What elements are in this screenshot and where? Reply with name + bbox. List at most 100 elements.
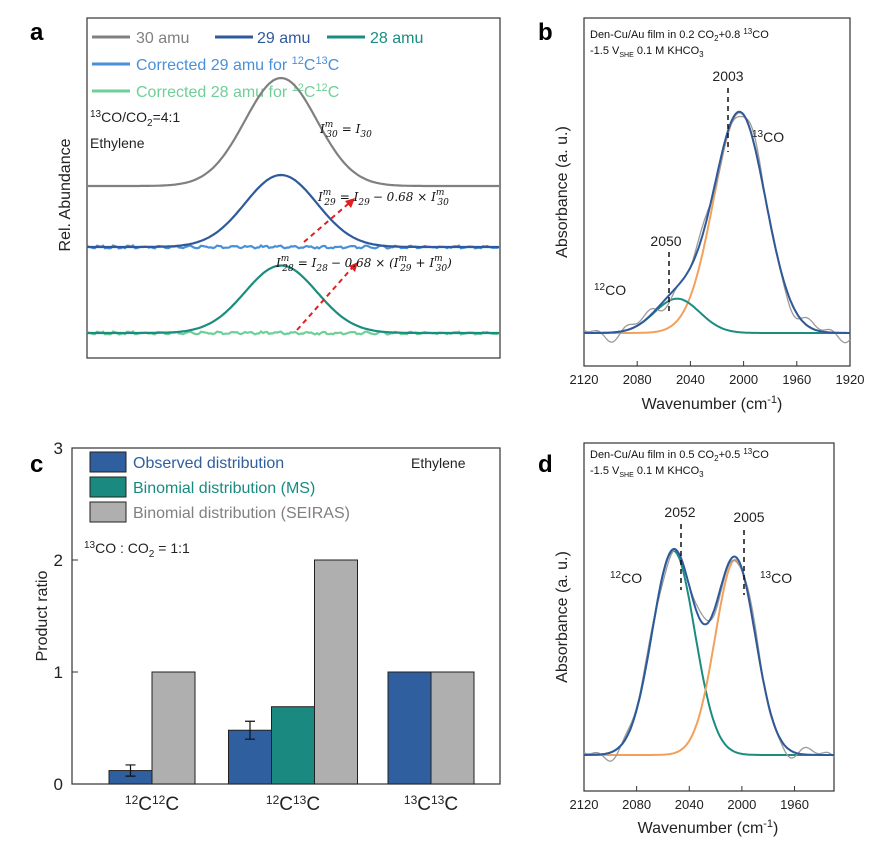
iso-c2: C [328,57,340,74]
xcat-label: 12C13C [266,793,320,815]
iso-c1: C [304,57,316,74]
label-12co-d: 12CO [610,570,642,586]
panel-b-xticks: 2120 2080 2040 2000 1960 1920 [570,361,865,387]
ytick-label: 3 [54,439,63,458]
bar-12C12C-s2 [151,671,196,785]
peak-2052-label: 2052 [664,504,695,520]
curve-29amu [87,173,499,249]
xtick-label: 2120 [570,372,599,387]
equation-30: Im 30 = I30 [319,120,372,140]
panel-a-letter: a [30,19,44,46]
total-fit [584,548,834,756]
peak-2050-label: 2050 [650,233,681,249]
panel-c-letter: c [30,451,43,478]
panel-a-curves [86,76,500,336]
bar-12C13C-s2 [314,559,358,785]
equation-28: Im 28 = I28− 0.68 × (Im 29 + Im 30) [275,254,452,274]
xtick-label: 1960 [780,797,809,812]
panel-d-ylabel: Absorbance (a. u.) [554,551,571,683]
xtick-label: 2040 [675,797,704,812]
panel-b-curves [583,110,851,344]
arrow-head-lower [349,262,358,272]
peak-2005-label: 2005 [733,509,764,525]
panel-b-title-line2: -1.5 VSHE 0.1 M KHCO3 [590,45,704,59]
panel-a-legend: 30 amu 29 amu 28 amu Corrected 29 amu fo… [92,30,423,101]
panel-b-ylabel: Absorbance (a. u.) [554,126,571,258]
panel-a-product: Ethylene [90,135,145,151]
xtick-label: 2120 [570,797,599,812]
equation-29: Im 29 = I29− 0.68 × Im 30 [317,188,449,208]
label-13co-d: 13CO [760,570,792,586]
peak-2003-label: 2003 [712,68,743,84]
panel-c-yticks: 0 1 2 3 [54,439,78,794]
panel-d-letter: d [538,451,553,478]
panel-d-title-line1: Den-Cu/Au film in 0.5 CO2+0.5 13CO [590,447,769,463]
legend-corr29-label: Corrected 29 amu for 12C13C [136,55,339,74]
iso-sup-13: 13 [315,55,327,67]
panel-b-frame [583,17,851,367]
xtick-label: 1920 [836,372,865,387]
legend-corr28-label: Corrected 28 amu for 12C12C [136,82,339,101]
xtick-label: 2080 [622,797,651,812]
legend-ms-label: Binomial distribution (MS) [133,480,315,497]
panel-b-title-line1: Den-Cu/Au film in 0.2 CO2+0.8 13CO [590,27,769,43]
label-12co-b: 12CO [594,282,626,298]
panel-c-legend: Observed distribution Binomial distribut… [89,451,350,523]
panel-d-curves [583,548,835,762]
panel-c-xcats: 12C12C 12C13C 13C13C [125,793,458,815]
panel-a: a 30 amu 29 amu 28 amu Corrected 29 amu … [30,17,501,359]
bar-12C13C-s1 [271,706,315,785]
panel-c-ylabel: Product ratio [34,571,51,662]
panel-b: b Den-Cu/Au film in 0.2 CO2+0.8 13CO -1.… [538,17,865,413]
arrow-head-upper [345,198,355,208]
panel-a-ratio: 13CO/CO2=4:1 [90,109,180,129]
panel-c-product: Ethylene [411,455,466,471]
panel-d-xlabel: Wavenumber (cm-1) [638,818,779,837]
panel-a-frame [86,17,501,359]
arrow-29-to-30 [303,203,349,243]
panel-a-ylabel: Rel. Abundance [57,138,74,251]
bar-13C13C-s2 [430,671,475,785]
panel-b-letter: b [538,19,553,46]
curve-28amu [87,264,499,335]
bar-12C13C-s0 [228,729,272,785]
xtick-label: 2000 [729,372,758,387]
legend-ms-swatch [89,476,127,498]
legend-29amu-label: 29 amu [257,30,310,47]
legend-28amu-label: 28 amu [370,30,423,47]
panel-d: d Den-Cu/Au film in 0.5 CO2+0.5 13CO -1.… [538,442,835,837]
raw-spectrum [583,115,851,344]
iso-sup-12: 12 [292,55,304,67]
legend-seiras-swatch [89,501,127,523]
panel-c-ratio: 13CO : CO2 = 1:1 [84,540,190,560]
bar-13C13C-s0 [387,671,432,785]
arrow-28-to-29 [296,267,353,331]
total-fit [584,110,850,334]
legend-corr29-text: Corrected 29 amu for [136,57,292,74]
panel-d-frame [583,442,835,792]
panel-c-bars [108,559,475,785]
xtick-label: 2080 [623,372,652,387]
xcat-label: 12C12C [125,793,179,815]
label-13co-b: 13CO [752,129,784,145]
panel-d-xticks: 2120 2080 2040 2000 1960 [570,786,809,812]
xtick-label: 1960 [782,372,811,387]
legend-observed-label: Observed distribution [133,455,284,472]
xtick-label: 2040 [676,372,705,387]
legend-observed-swatch [89,451,127,473]
error-bar [245,720,255,740]
xcat-label: 13C13C [404,793,458,815]
panel-b-xlabel: Wavenumber (cm-1) [642,394,783,413]
xtick-label: 2000 [727,797,756,812]
panel-d-title-line2: -1.5 VSHE 0.1 M KHCO3 [590,465,704,479]
ytick-label: 2 [54,551,63,570]
fit-13co [584,111,850,334]
ytick-label: 0 [54,775,63,794]
legend-seiras-label: Binomial distribution (SEIRAS) [133,505,350,522]
legend-30amu-label: 30 amu [136,30,189,47]
ytick-label: 1 [54,663,63,682]
curve-30amu [87,76,499,188]
fit-13co [584,558,834,756]
